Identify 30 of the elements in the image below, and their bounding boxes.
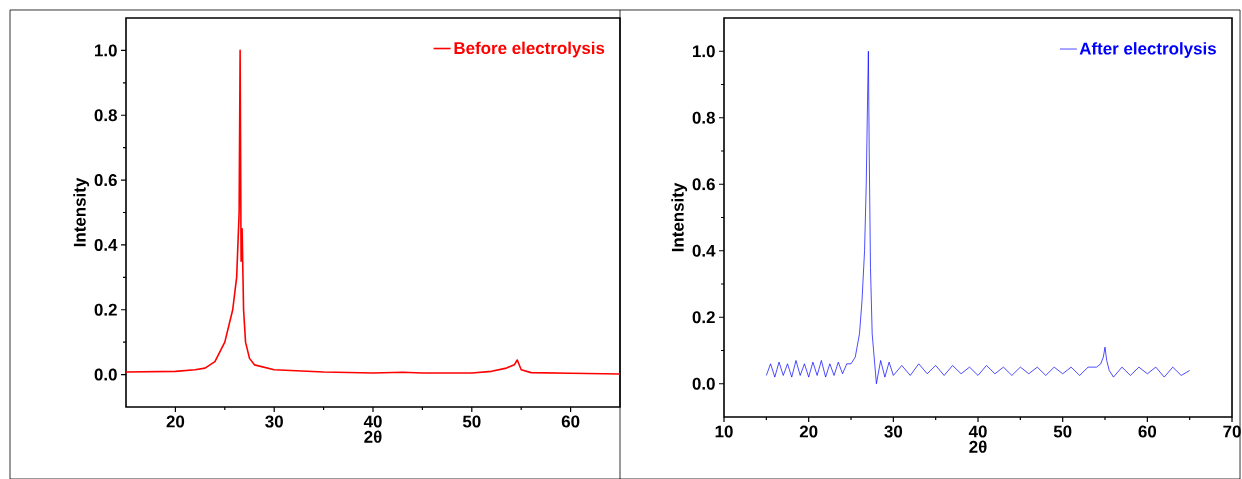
x-tick-label: 50 bbox=[1053, 425, 1072, 438]
y-tick-label: 1.0 bbox=[693, 45, 715, 58]
y-tick-label: 0.2 bbox=[94, 303, 117, 316]
x-tick-label: 60 bbox=[561, 415, 580, 428]
x-tick-label: 10 bbox=[715, 425, 733, 438]
y-tick-label: 0.4 bbox=[692, 244, 716, 257]
x-tick-label: 40 bbox=[363, 415, 382, 428]
y-tick-label: 0.0 bbox=[692, 377, 715, 390]
y-tick-label: 0.8 bbox=[94, 109, 117, 122]
y-tick-label: 0.4 bbox=[94, 238, 118, 251]
x-axis-title: 2θ bbox=[364, 430, 382, 443]
legend-label: After electrolysis bbox=[1079, 42, 1216, 58]
x-tick-label: 40 bbox=[968, 425, 987, 438]
x-tick-label: 30 bbox=[884, 425, 903, 438]
x-tick-label: 30 bbox=[265, 415, 283, 428]
x-tick-label: 20 bbox=[166, 415, 185, 428]
y-tick-label: 0.6 bbox=[692, 178, 715, 191]
y-tick-label: 0.6 bbox=[94, 174, 117, 187]
y-tick-label: 0.2 bbox=[692, 311, 715, 324]
x-tick-label: 20 bbox=[799, 425, 818, 438]
y-axis-title: Intensity bbox=[671, 182, 688, 252]
x-tick-label: 60 bbox=[1138, 425, 1157, 438]
y-axis-title: Intensity bbox=[73, 177, 90, 247]
x-axis-title: 2θ bbox=[969, 440, 987, 453]
y-tick-label: 0.8 bbox=[692, 111, 715, 124]
x-tick-label: 70 bbox=[1223, 425, 1241, 438]
y-tick-label: 1.0 bbox=[95, 44, 117, 57]
x-tick-label: 50 bbox=[462, 415, 481, 428]
legend-label: Before electrolysis bbox=[454, 41, 605, 58]
y-tick-label: 0.0 bbox=[94, 368, 117, 381]
